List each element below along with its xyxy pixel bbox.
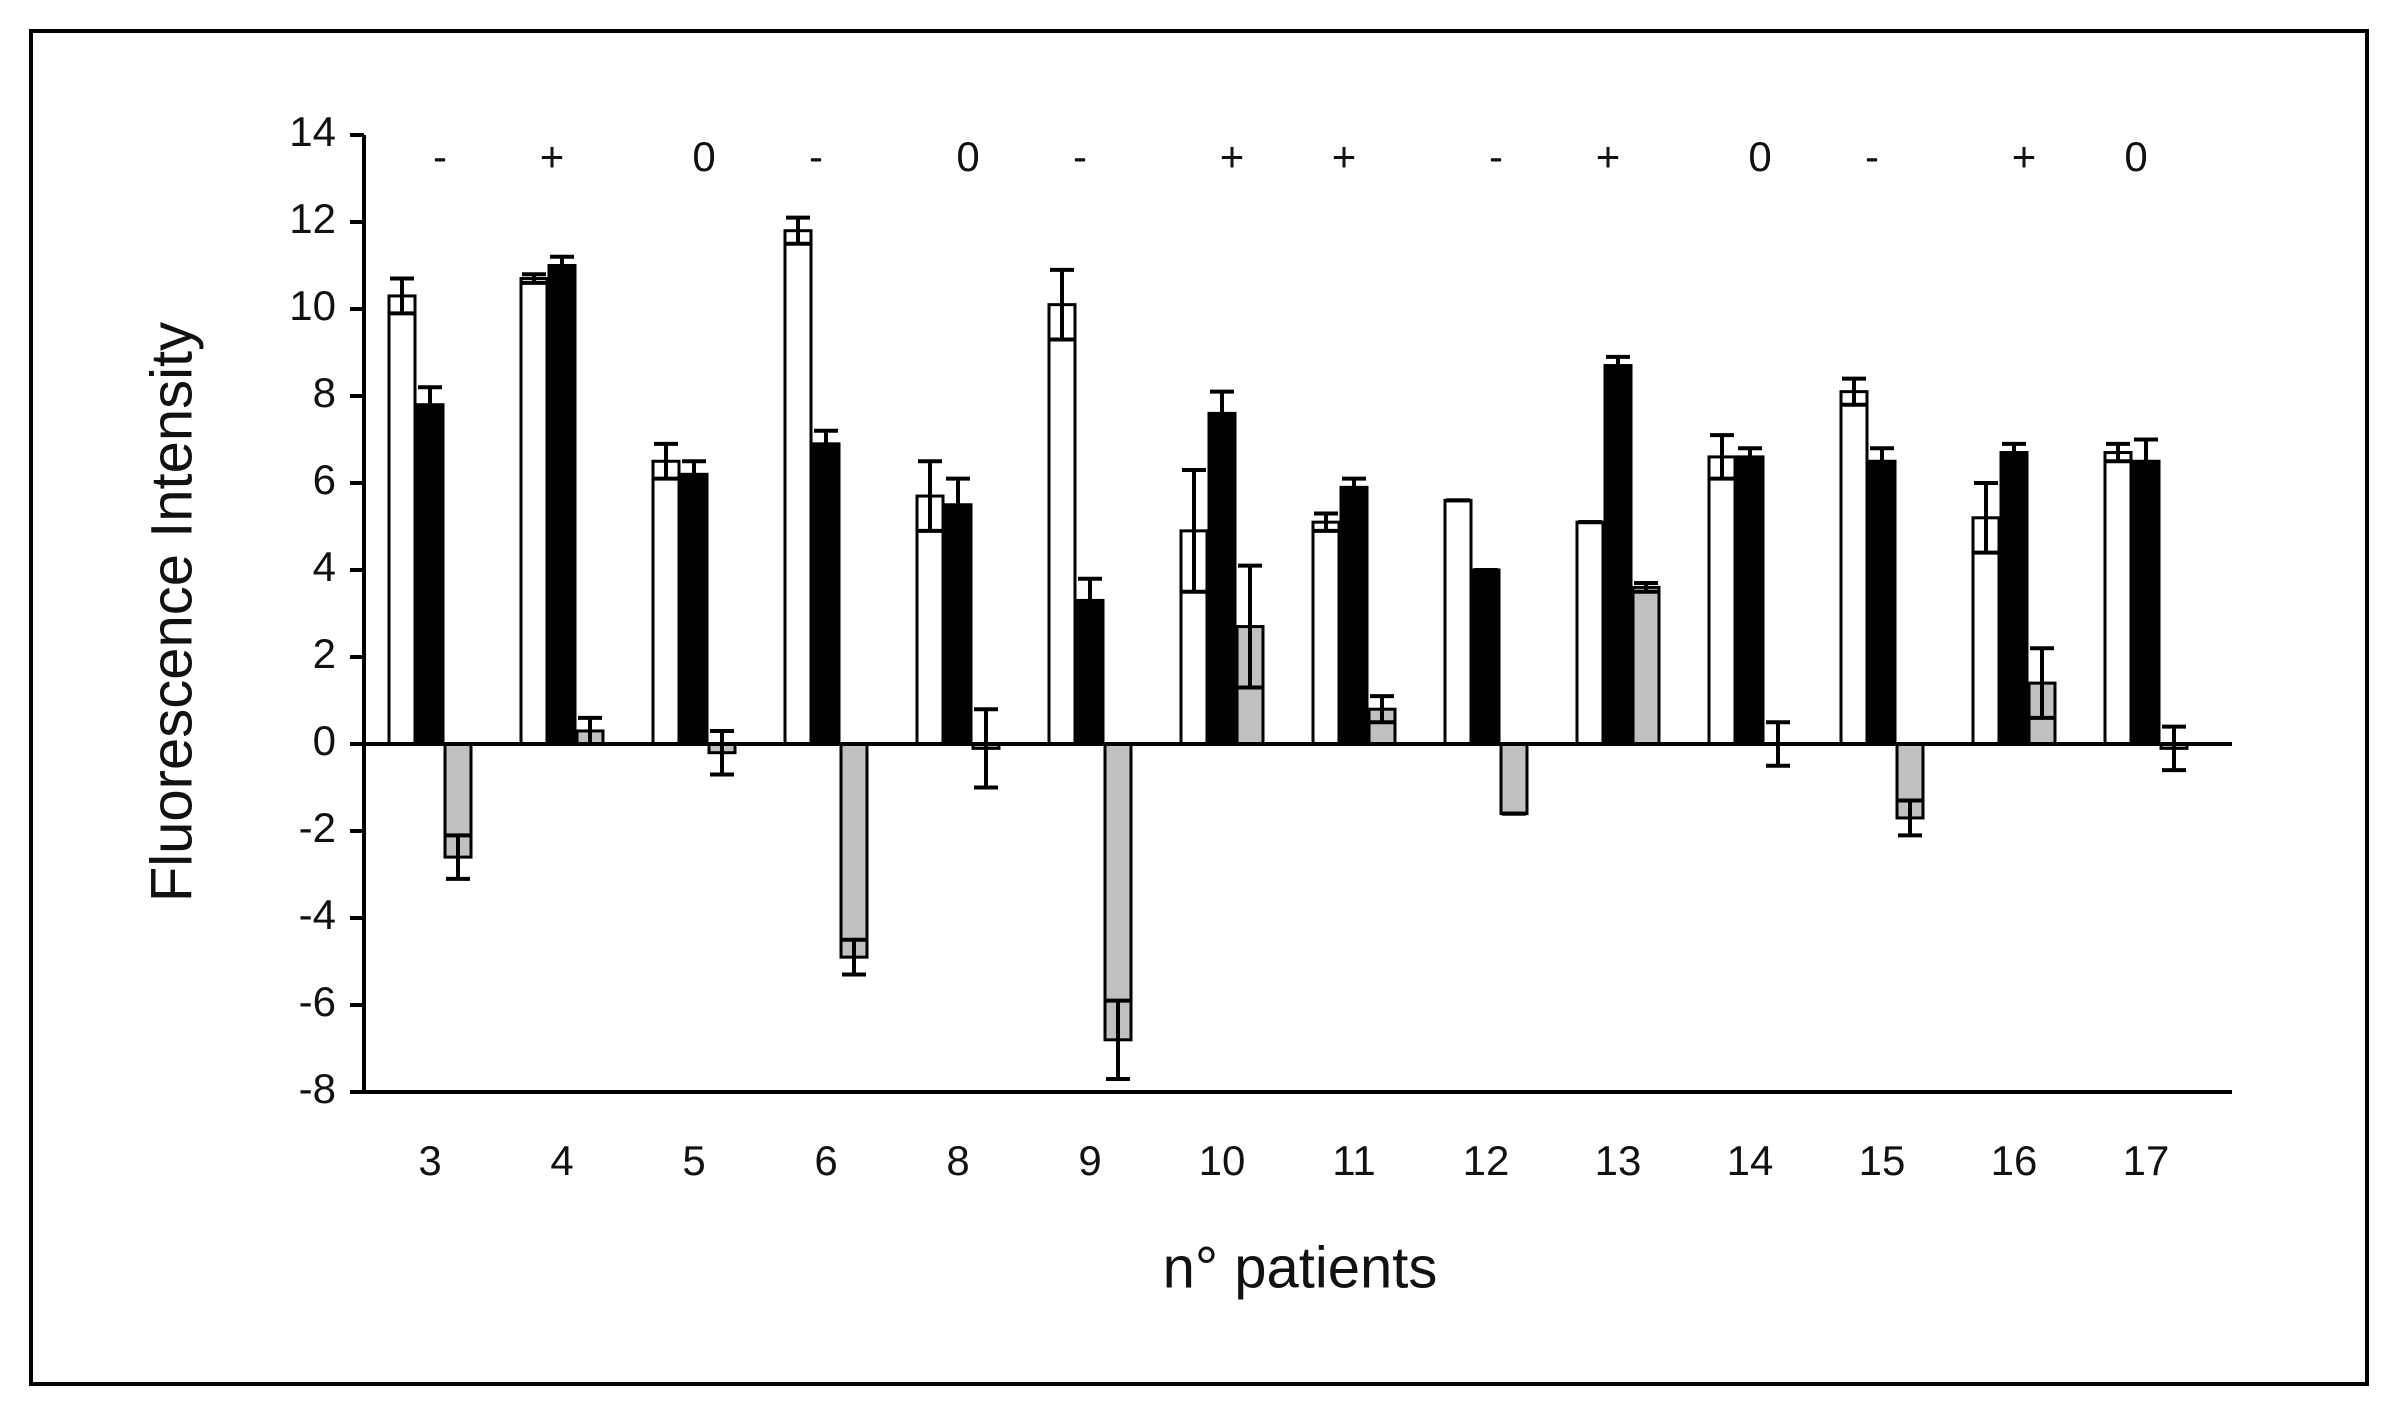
x-tick-label: 12: [1463, 1137, 1510, 1184]
y-axis-title: Fluorescence Intensity: [139, 322, 204, 902]
bar: [915, 494, 945, 746]
x-axis-title: n° patients: [1163, 1235, 1438, 1300]
x-tick-label: 5: [682, 1137, 705, 1184]
x-tick-label: 8: [946, 1137, 969, 1184]
y-tick-label: 10: [289, 282, 336, 329]
bar: [1575, 520, 1605, 746]
bar: [1103, 742, 1133, 1042]
annotation: 0: [1748, 133, 1771, 180]
bar: [1839, 390, 1869, 746]
x-tick-label: 9: [1078, 1137, 1101, 1184]
bar: [1471, 568, 1501, 746]
y-tick-label: -8: [299, 1065, 336, 1112]
bar: [1735, 455, 1765, 746]
annotation: -: [1865, 133, 1879, 180]
bar: [2103, 451, 2133, 746]
bar: [1707, 455, 1737, 746]
bar: [679, 472, 709, 746]
bar: [811, 442, 841, 746]
y-tick-label: 2: [313, 630, 336, 677]
bar: [783, 229, 813, 746]
bar: [839, 742, 869, 959]
annotation: +: [2012, 133, 2037, 180]
bar: [1311, 520, 1341, 746]
bar: [1499, 742, 1529, 816]
x-tick-label: 11: [1332, 1137, 1376, 1184]
bar: [547, 264, 577, 746]
bar: [1971, 516, 2001, 746]
bar: [1999, 451, 2029, 746]
bar: [651, 459, 681, 746]
bar: [1603, 364, 1633, 746]
annotation: +: [1596, 133, 1621, 180]
x-tick-label: 10: [1199, 1137, 1246, 1184]
annotation: 0: [956, 133, 979, 180]
annotation: +: [1220, 133, 1245, 180]
bar: [1443, 498, 1473, 746]
bar: [1867, 459, 1897, 746]
y-tick-label: -2: [299, 804, 336, 851]
annotation: +: [540, 133, 565, 180]
x-tick-label: 13: [1595, 1137, 1642, 1184]
x-tick-label: 14: [1727, 1137, 1774, 1184]
bar: [1631, 585, 1661, 746]
annotation: -: [433, 133, 447, 180]
y-tick-label: 6: [313, 456, 336, 503]
bar: [519, 277, 549, 746]
bar: [1207, 411, 1237, 746]
bar: [387, 294, 417, 746]
bar: [2131, 459, 2161, 746]
annotation: -: [1073, 133, 1087, 180]
y-tick-label: 8: [313, 369, 336, 416]
frame: [29, 29, 2369, 1386]
bar: [415, 403, 445, 746]
y-tick-label: -6: [299, 978, 336, 1025]
y-tick-label: 14: [289, 108, 336, 155]
bar: [1339, 485, 1369, 746]
x-tick-label: 3: [418, 1137, 441, 1184]
annotation: -: [809, 133, 823, 180]
x-tick-label: 6: [814, 1137, 837, 1184]
y-tick-label: 4: [313, 543, 336, 590]
x-tick-label: 4: [550, 1137, 573, 1184]
bar: [943, 503, 973, 746]
annotation: -: [1489, 133, 1503, 180]
y-tick-label: -4: [299, 891, 336, 938]
bar: [1047, 303, 1077, 746]
annotation: 0: [2124, 133, 2147, 180]
x-tick-label: 16: [1991, 1137, 2038, 1184]
x-tick-label: 17: [2123, 1137, 2170, 1184]
y-tick-label: 12: [289, 195, 336, 242]
annotation: 0: [692, 133, 715, 180]
y-tick-label: 0: [313, 717, 336, 764]
annotation: +: [1332, 133, 1357, 180]
x-tick-label: 15: [1859, 1137, 1906, 1184]
